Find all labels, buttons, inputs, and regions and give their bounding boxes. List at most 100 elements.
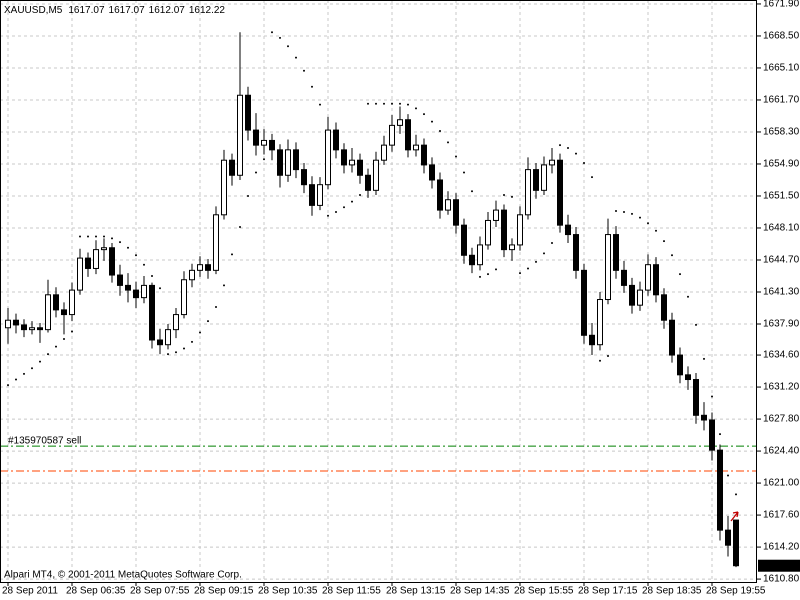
sar-dot [327,214,329,217]
candle-body [277,149,283,176]
candle-body [37,327,43,331]
sar-dot [495,268,497,271]
price-tag-label: 1612.22 [761,560,798,571]
sar-dot [655,229,657,232]
y-tick-label: 1654.90 [763,159,800,170]
sar-dot [639,216,641,219]
y-tick-label: 1610.80 [763,574,800,585]
sar-dot [471,190,473,193]
y-tick-label: 1614.20 [763,542,800,553]
candle-body [629,284,635,306]
last-close: 1612.22 [189,5,226,16]
y-tick-label: 1644.70 [763,255,800,266]
chart-frame [0,0,757,583]
sar-dot [79,235,81,238]
sar-dot [343,206,345,209]
grid [0,0,757,582]
sar-dot [439,130,441,133]
sar-dot [551,242,553,245]
candle-body [189,269,195,281]
x-tick-label: 28 Sep 2011 [2,586,58,597]
sar-dot [231,253,233,256]
y-tick-label: 1665.10 [763,63,800,74]
sar-dot [663,240,665,243]
candle-body [333,129,339,151]
sar-dot [447,141,449,144]
sar-dot [671,254,673,257]
sar-dot [103,235,105,238]
candle-body [229,159,235,176]
candle-body [45,294,51,331]
sar-dot [23,372,25,375]
candle-body [253,129,259,146]
candle-body [261,139,267,146]
candle-body [533,169,539,191]
candle-body [149,284,155,341]
sar-dot [351,200,353,203]
candle-body [285,149,291,176]
sar-dot [703,357,705,360]
candle-body [509,244,515,251]
y-tick-label: 1641.30 [763,287,800,298]
sar-dot [183,347,185,350]
sar-dot [263,158,265,161]
sar-dot [335,210,337,213]
sar-dot [735,493,737,496]
candle-body [469,254,475,266]
sar-dot [423,113,425,116]
parabolic-sar [7,31,737,496]
order-levels: #135970587 sell [0,436,757,472]
candle-body [357,159,363,176]
x-tick-label: 28 Sep 07:55 [130,586,190,597]
sar-dot [687,295,689,298]
trade-arrow [730,511,739,522]
sar-dot [119,241,121,244]
candle-body [181,279,187,316]
candle-body [597,299,603,346]
sar-dot [247,194,249,197]
x-tick-label: 28 Sep 10:35 [258,586,318,597]
candle-body [69,289,75,316]
candle-body [605,234,611,301]
sar-dot [15,378,17,381]
y-tick-label: 1658.30 [763,127,800,138]
x-tick-label: 28 Sep 13:15 [386,586,446,597]
sar-dot [391,102,393,105]
candle-body [501,209,507,251]
candle-body [733,519,739,567]
sar-dot [71,330,73,333]
candle-body [397,119,403,126]
price-tag [758,559,800,572]
sar-dot [167,353,169,356]
candle-body [53,294,59,311]
candle-body [645,264,651,291]
sar-dot [535,260,537,263]
y-tick-label: 1648.10 [763,223,800,234]
sar-dot [591,176,593,179]
chart-header: XAUUSD,M5 1617.07 1617.07 1612.07 1612.22 [4,5,225,16]
candle-body [173,314,179,331]
candle-body [13,319,19,326]
candle-body [549,159,555,166]
candle-body [437,179,443,211]
sar-dot [559,144,561,147]
sar-dot [215,306,217,309]
candle-body [445,199,451,211]
sar-dot [647,222,649,225]
sar-dot [463,171,465,174]
candle-body [21,324,27,331]
candle-body [413,144,419,151]
candle-body [29,327,35,331]
candle-body [245,94,251,131]
candle-body [381,144,387,161]
sar-dot [615,210,617,213]
candle-body [709,419,715,451]
symbol: XAUUSD,M5 [4,5,63,16]
candle-body [373,159,379,191]
candle-body [309,184,315,206]
candle-body [405,119,411,151]
sar-dot [527,267,529,270]
candle-body [573,234,579,271]
